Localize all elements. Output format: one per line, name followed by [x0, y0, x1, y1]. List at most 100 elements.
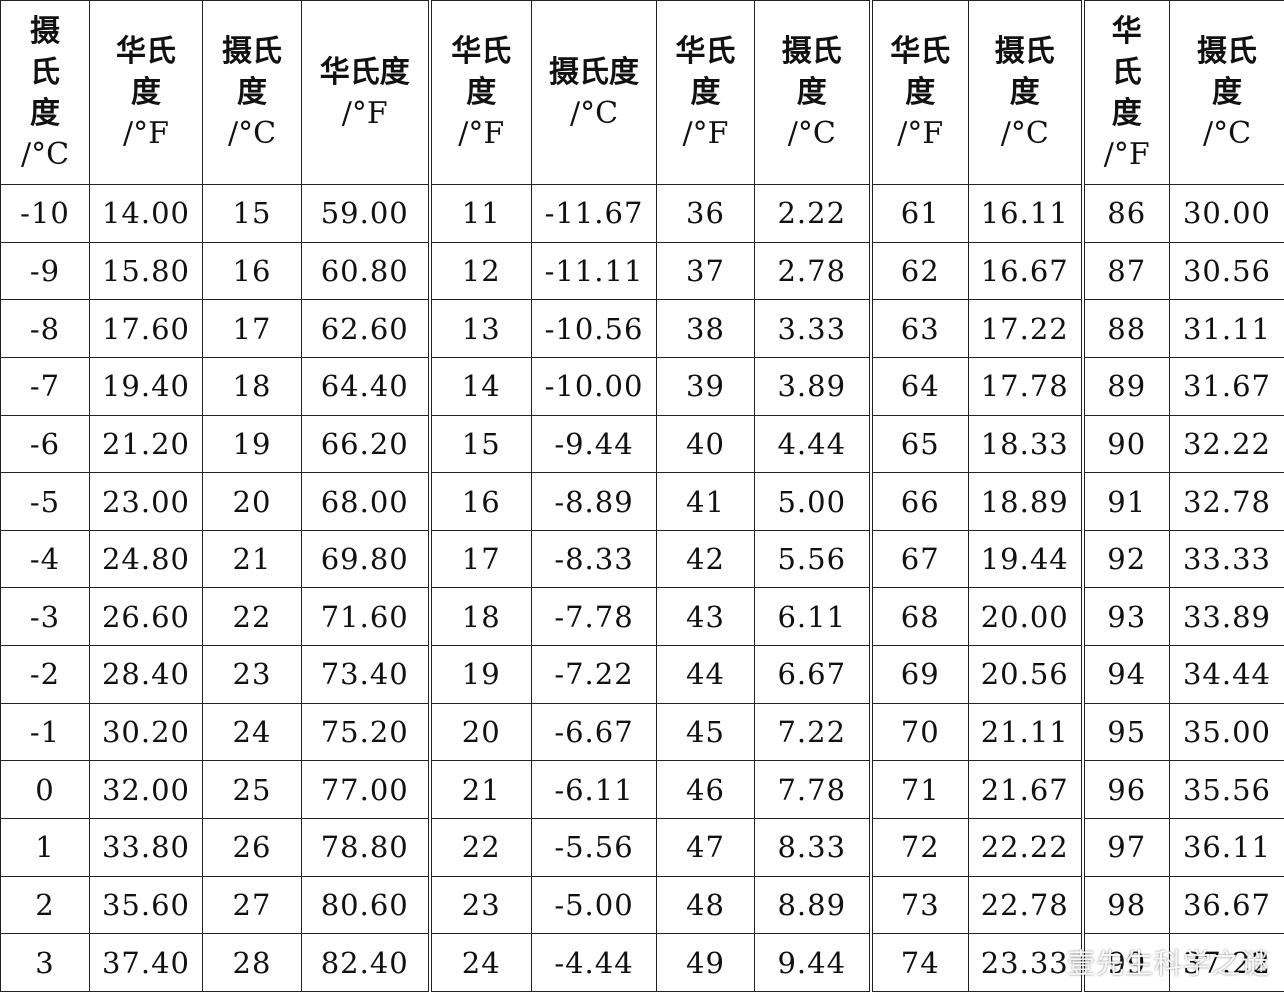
- header-name: 华氏度: [451, 34, 512, 110]
- table-cell: 94: [1080, 645, 1170, 704]
- table-cell: 30.00: [1169, 184, 1284, 243]
- table-cell: 20: [427, 702, 532, 762]
- table-row: -1 30.20 24 75.20 20 -6.67 45 7.22 70 21.11 95 35.0…: [0, 702, 1284, 762]
- header-unit: /°C: [20, 136, 70, 172]
- table-cell: 36: [656, 184, 755, 243]
- table-cell: 88: [1080, 299, 1170, 358]
- table-row: -8 17.60 17 62.60 13 -10.56 38 3.33 63 17.22 88 31.…: [0, 299, 1284, 358]
- table-cell: 32.78: [1169, 472, 1284, 531]
- table-cell: 21.20: [89, 414, 203, 474]
- table-cell: -6.11: [531, 760, 657, 820]
- table-row: -6 21.20 19 66.20 15 -9.44 40 4.44 65 18.33 90 32.2…: [0, 414, 1284, 474]
- table-cell: 74: [868, 933, 969, 992]
- table-cell: 80.60: [301, 875, 430, 935]
- table-cell: 4.44: [754, 414, 871, 474]
- table-cell: -6: [0, 414, 90, 474]
- table-cell: 27: [202, 875, 302, 935]
- table-cell: 66.20: [301, 414, 430, 474]
- table-cell: 15.80: [89, 241, 203, 301]
- table-cell: 72: [868, 818, 969, 877]
- table-row: -7 19.40 18 64.40 14 -10.00 39 3.89 64 17.78 89 31.…: [0, 356, 1284, 416]
- table-cell: 92: [1080, 529, 1170, 589]
- header-unit: /°F: [897, 116, 944, 151]
- table-cell: 28: [202, 933, 302, 992]
- table-row: 1 33.80 26 78.80 22 -5.56 47 8.33 72 22.22 97 36.11: [0, 818, 1284, 877]
- table-cell: 21: [427, 760, 532, 820]
- table-cell: 67: [868, 529, 969, 589]
- header-name: 摄氏度: [781, 34, 842, 110]
- table-cell: 21.67: [968, 760, 1083, 820]
- table-cell: 6.11: [754, 587, 871, 647]
- table-cell: 14: [427, 356, 532, 416]
- table-cell: 30.20: [89, 702, 203, 762]
- header-cell: 摄氏度 /°C: [968, 0, 1083, 185]
- table-cell: 44: [656, 645, 755, 704]
- table-cell: 70: [868, 702, 969, 762]
- table-cell: -8.89: [531, 472, 657, 531]
- table-cell: 82.40: [301, 933, 430, 992]
- table-cell: 86: [1080, 184, 1170, 243]
- header-unit: /°F: [1103, 136, 1150, 172]
- table-cell: 3.89: [754, 356, 871, 416]
- table-cell: 75.20: [301, 702, 430, 762]
- table-cell: 14.00: [89, 184, 203, 243]
- table-cell: -2: [0, 645, 90, 704]
- table-cell: 49: [656, 933, 755, 992]
- table-cell: 19.44: [968, 529, 1083, 589]
- table-row: -5 23.00 20 68.00 16 -8.89 41 5.00 66 18.89 91 32.7…: [0, 472, 1284, 531]
- table-cell: 31.11: [1169, 299, 1284, 358]
- table-cell: 24: [202, 702, 302, 762]
- table-cell: 8.33: [754, 818, 871, 877]
- table-cell: 71.60: [301, 587, 430, 647]
- table-cell: 60.80: [301, 241, 430, 301]
- table-cell: 17: [427, 529, 532, 589]
- table-cell: 33.80: [89, 818, 203, 877]
- header-cell: 华氏度 /°F: [656, 0, 755, 185]
- table-cell: 17: [202, 299, 302, 358]
- table-cell: 23.33: [968, 933, 1083, 992]
- table-cell: 46: [656, 760, 755, 820]
- table-cell: 43: [656, 587, 755, 647]
- header-cell: 华氏度 /°F: [301, 0, 430, 185]
- table-cell: 12: [427, 241, 532, 301]
- table-cell: 22.22: [968, 818, 1083, 877]
- table-cell: 69.80: [301, 529, 430, 589]
- table-cell: 24.80: [89, 529, 203, 589]
- table-cell: 1: [0, 818, 90, 877]
- table-cell: 87: [1080, 241, 1170, 301]
- table-cell: 68.00: [301, 472, 430, 531]
- header-name: 摄氏度: [30, 13, 60, 131]
- table-cell: 20.56: [968, 645, 1083, 704]
- table-cell: 38: [656, 299, 755, 358]
- table-cell: 68: [868, 587, 969, 647]
- table-cell: 96: [1080, 760, 1170, 820]
- header-cell: 华氏度 /°F: [89, 0, 203, 185]
- table-cell: 32.00: [89, 760, 203, 820]
- header-unit: /°F: [123, 116, 169, 151]
- table-cell: -4.44: [531, 933, 657, 992]
- table-row: 3 37.40 28 82.40 24 -4.44 49 9.44 74 23.33 99 37.22: [0, 933, 1284, 992]
- table-row: 0 32.00 25 77.00 21 -6.11 46 7.78 71 21.67 96 35.56: [0, 760, 1284, 820]
- table-cell: 23.00: [89, 472, 203, 531]
- table-cell: 31.67: [1169, 356, 1284, 416]
- table-cell: 95: [1080, 702, 1170, 762]
- table-cell: 2.78: [754, 241, 871, 301]
- table-cell: 35.56: [1169, 760, 1284, 820]
- table-body: -10 14.00 15 59.00 11 -11.67 36 2.22 61 16.11 86 30…: [0, 184, 1284, 992]
- table-cell: -3: [0, 587, 90, 647]
- table-cell: 40: [656, 414, 755, 474]
- table-cell: 21.11: [968, 702, 1083, 762]
- table-cell: 8.89: [754, 875, 871, 935]
- table-cell: 30.56: [1169, 241, 1284, 301]
- table-cell: 15: [427, 414, 532, 474]
- table-cell: 13: [427, 299, 532, 358]
- table-cell: 2.22: [754, 184, 871, 243]
- header-unit: /°C: [1000, 116, 1049, 151]
- header-cell: 华氏度 /°F: [1080, 0, 1170, 185]
- watermark-text: 壹先生科学之谜: [1066, 947, 1270, 980]
- table-row: -10 14.00 15 59.00 11 -11.67 36 2.22 61 16.11 86 30…: [0, 184, 1284, 243]
- table-cell: 6.67: [754, 645, 871, 704]
- table-cell: -5.56: [531, 818, 657, 877]
- table-cell: 35.00: [1169, 702, 1284, 762]
- table-cell: 24: [427, 933, 532, 992]
